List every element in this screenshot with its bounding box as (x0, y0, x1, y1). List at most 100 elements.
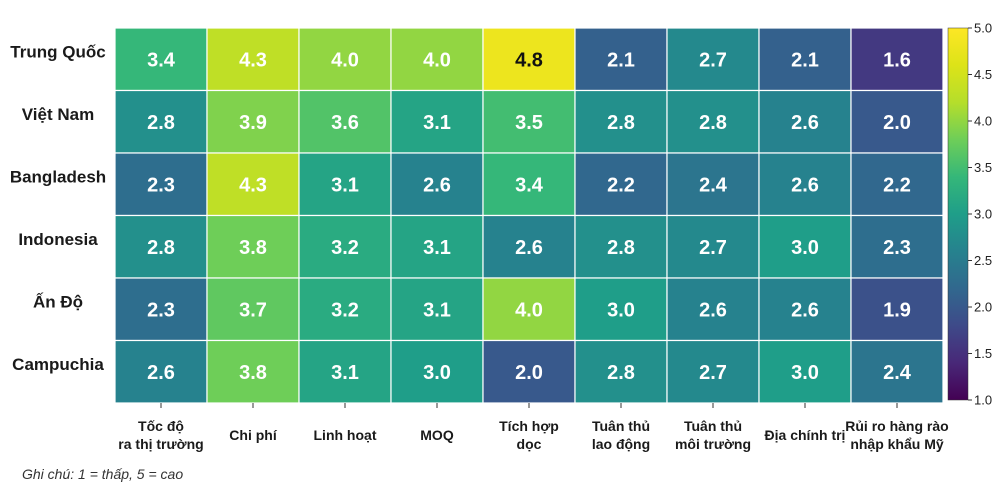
cell-value-label: 2.6 (147, 362, 175, 384)
cell-value-label: 3.1 (331, 174, 359, 196)
cell-value-label: 2.8 (607, 237, 635, 259)
cell-value-label: 3.0 (791, 362, 819, 384)
heatmap-cell (850, 214, 944, 279)
cell-value-label: 2.6 (515, 237, 543, 259)
heatmap-cell (298, 152, 392, 217)
heatmap-cell (298, 89, 392, 154)
heatmap-cell (114, 339, 208, 404)
cell-value-label: 3.2 (331, 237, 359, 259)
column-label: Rủi ro hàng rào (845, 418, 948, 434)
cell-value-label: 2.0 (515, 362, 543, 384)
heatmap-cell (666, 277, 760, 342)
cell-value-label: 1.9 (883, 299, 911, 321)
cell-value-label: 2.6 (791, 174, 819, 196)
heatmap-cell (114, 277, 208, 342)
column-label: ra thị trường (118, 436, 203, 452)
heatmap-cell (482, 89, 576, 154)
row-label: Bangladesh (10, 167, 106, 186)
heatmap-cell (758, 339, 852, 404)
heatmap-cell (206, 27, 300, 92)
cell-value-label: 4.0 (423, 49, 451, 71)
column-label: lao động (592, 436, 650, 452)
cell-value-label: 4.0 (331, 49, 359, 71)
heatmap-cell (482, 152, 576, 217)
cell-value-label: 2.2 (607, 174, 635, 196)
colorbar-tick-label: 1.5 (974, 346, 992, 361)
heatmap-cell (298, 277, 392, 342)
row-label: Việt Nam (22, 105, 94, 124)
cell-value-label: 2.0 (883, 112, 911, 134)
row-labels: Trung Quốc Việt Nam Bangladesh Indonesia Ấn … (10, 42, 106, 374)
cell-value-label: 2.8 (147, 237, 175, 259)
cell-value-label: 2.6 (791, 299, 819, 321)
cell-value-label: 2.7 (699, 49, 727, 71)
row-label: Trung Quốc (10, 42, 105, 61)
colorbar-tick-label: 2.5 (974, 253, 992, 268)
heatmap-cell (850, 152, 944, 217)
cell-value-label: 2.6 (699, 299, 727, 321)
column-label: MOQ (420, 427, 454, 443)
colorbar: 1.0 1.5 2.0 2.5 3.0 3.5 4.0 4.5 5.0 (947, 21, 992, 408)
cell-value-label: 2.4 (883, 362, 912, 384)
column-label: dọc (517, 436, 542, 452)
cell-value-label: 2.2 (883, 174, 911, 196)
column-label: Tuân thủ (592, 418, 650, 434)
cell-value-label: 2.7 (699, 362, 727, 384)
cell-value-label: 2.3 (883, 237, 911, 259)
cell-value-label: 3.8 (239, 362, 267, 384)
heatmap-cell (574, 339, 668, 404)
cell-value-label: 3.5 (515, 112, 543, 134)
cell-value-label: 2.8 (699, 112, 727, 134)
heatmap-cell (390, 152, 484, 217)
cell-value-label: 1.6 (883, 49, 911, 71)
cell-value-label: 4.8 (515, 49, 543, 71)
heatmap-cell (574, 27, 668, 92)
column-label: Tuân thủ (684, 418, 742, 434)
cell-value-label: 3.0 (423, 362, 451, 384)
cell-value-label: 2.1 (607, 49, 635, 71)
heatmap-cell (298, 27, 392, 92)
cell-value-label: 4.3 (239, 174, 267, 196)
cell-value-label: 2.7 (699, 237, 727, 259)
heatmap-cell (298, 339, 392, 404)
colorbar-tick-label: 2.0 (974, 300, 992, 315)
heatmap-cell (114, 214, 208, 279)
colorbar-tick-label: 3.5 (974, 160, 992, 175)
heatmap-cell (114, 89, 208, 154)
heatmap-cells: 3.4 4.3 4.0 4.0 4.8 2.1 2.7 2.1 1.6 2.8 3.9 3.6 3.1 3… (114, 27, 944, 404)
cell-value-label: 4.0 (515, 299, 543, 321)
cell-value-label: 3.0 (791, 237, 819, 259)
cell-value-label: 2.8 (607, 112, 635, 134)
chart-note: Ghi chú: 1 = thấp, 5 = cao (22, 466, 184, 482)
colorbar-tick-label: 4.0 (974, 114, 992, 129)
heatmap-cell (850, 339, 944, 404)
heatmap-cell (206, 214, 300, 279)
heatmap-cell (390, 214, 484, 279)
cell-value-label: 2.1 (791, 49, 819, 71)
cell-value-label: 4.3 (239, 49, 267, 71)
heatmap-cell (390, 339, 484, 404)
cell-value-label: 3.0 (607, 299, 635, 321)
column-label: Tốc độ (138, 418, 184, 434)
colorbar-tick-label: 4.5 (974, 67, 992, 82)
cell-value-label: 3.2 (331, 299, 359, 321)
cell-value-label: 3.6 (331, 112, 359, 134)
cell-value-label: 2.3 (147, 174, 175, 196)
heatmap-cell (390, 277, 484, 342)
heatmap-cell (574, 277, 668, 342)
heatmap-cell (850, 277, 944, 342)
heatmap-cell (758, 89, 852, 154)
cell-value-label: 3.7 (239, 299, 267, 321)
cell-value-label: 3.1 (423, 237, 451, 259)
heatmap-cell (482, 339, 576, 404)
heatmap-cell (206, 339, 300, 404)
heatmap-cell (758, 27, 852, 92)
cell-value-label: 3.4 (515, 174, 544, 196)
cell-value-label: 2.6 (423, 174, 451, 196)
row-label: Indonesia (18, 230, 98, 249)
cell-value-label: 3.1 (423, 299, 451, 321)
heatmap-cell (114, 152, 208, 217)
column-label: Địa chính trị (765, 427, 846, 443)
cell-value-label: 2.3 (147, 299, 175, 321)
